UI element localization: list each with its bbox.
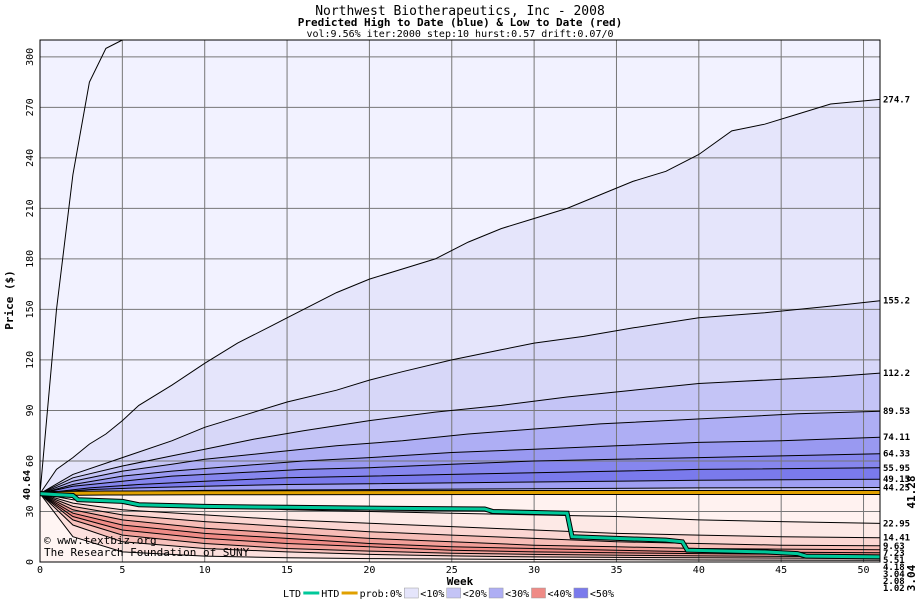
y-tick-label: 180 xyxy=(25,250,36,268)
legend-swatch xyxy=(531,587,546,599)
x-tick-label: 0 xyxy=(37,565,43,576)
right-band-label: 155.2 xyxy=(883,297,910,307)
credit-org: The Research Foundation of SUNY xyxy=(44,546,250,559)
right-band-label: 89.53 xyxy=(883,407,910,417)
ltd-band-0pct xyxy=(40,493,880,562)
legend-swatch xyxy=(573,587,589,599)
x-tick-label: 25 xyxy=(446,565,458,576)
legend-item-label: <50% xyxy=(590,589,614,600)
x-tick-label: 20 xyxy=(363,565,375,576)
axis-ticks: 0 5 10 15 20 25 30 35 40 45 50 0 30 60 90 120 150 180 210 2… xyxy=(25,48,870,576)
htd-line-max xyxy=(39,39,123,494)
ltd-line-30pct xyxy=(39,493,881,556)
htd-line-60pct xyxy=(39,467,881,495)
right-band-label: 274.7 xyxy=(883,95,910,105)
y-tick-label: 270 xyxy=(25,98,36,116)
right-band-label: 7.23 xyxy=(883,549,905,559)
legend-item-label: <40% xyxy=(548,589,572,600)
y-tick-label: 300 xyxy=(25,48,36,66)
ltd-line-20pct xyxy=(39,493,881,558)
legend-swatch xyxy=(446,587,461,599)
legend-swatch xyxy=(404,587,419,599)
x-tick-label: 50 xyxy=(858,565,870,576)
htd-line-20pct xyxy=(39,372,881,495)
x-axis-label: Week xyxy=(447,575,474,588)
right-band-label: 64.33 xyxy=(883,450,910,460)
right-band-label: 3.04 xyxy=(883,570,905,580)
ltd-line-10pct xyxy=(39,493,881,559)
x-tick-label: 45 xyxy=(775,565,787,576)
legend-item-label: <30% xyxy=(505,589,529,600)
ltd-end-label: 3.04 xyxy=(905,564,918,591)
x-tick-label: 30 xyxy=(528,565,540,576)
y-tick-label: 90 xyxy=(25,404,36,416)
right-band-label: 44.25 xyxy=(883,483,910,493)
right-band-label: 112.2 xyxy=(883,369,910,379)
ltd-series xyxy=(39,492,881,559)
x-tick-label: 10 xyxy=(199,565,211,576)
chart-title: Northwest Biotherapeutics, Inc - 2008 xyxy=(315,4,605,19)
chart-params: vol:9.56% iter:2000 step:10 hurst:0.57 d… xyxy=(306,29,613,40)
right-band-label: 55.95 xyxy=(883,464,910,474)
legend-item-label: LTD xyxy=(283,589,301,600)
plot-frame xyxy=(39,39,881,563)
right-band-label: 9.63 xyxy=(883,542,905,552)
chart-subtitle: Predicted High to Date (blue) & Low to D… xyxy=(298,16,623,29)
right-band-label: 5.51 xyxy=(883,556,905,566)
htd-line-70pct xyxy=(39,478,881,495)
right-band-label: 2.08 xyxy=(883,577,905,587)
y-tick-label: 30 xyxy=(25,505,36,517)
htd-line-30pct xyxy=(39,410,881,495)
y-tick-label: 120 xyxy=(25,351,36,369)
ltd-line-0pct xyxy=(39,493,881,561)
legend-swatch xyxy=(488,587,504,599)
htd-line-0pct xyxy=(39,98,881,494)
right-band-label: 22.95 xyxy=(883,519,910,529)
right-band-label: 4.18 xyxy=(883,563,905,573)
series-lines xyxy=(39,39,881,561)
htd-line-40pct xyxy=(39,436,881,495)
x-tick-label: 15 xyxy=(281,565,293,576)
right-band-label: 74.11 xyxy=(883,433,910,443)
right-labels: 274.7 155.2 112.2 89.53 74.11 64.33 55.9549.15… xyxy=(883,95,910,593)
legend-item-label: prob:0% xyxy=(360,589,402,600)
y-axis-label: Price ($) xyxy=(3,270,16,330)
htd-series xyxy=(39,491,880,496)
y-tick-label: 150 xyxy=(25,300,36,318)
credit-site: © www.textbiz.org xyxy=(44,534,157,547)
ltd-line-50pct xyxy=(39,493,881,551)
start-price-label: 40.64 xyxy=(22,470,33,500)
htd-end-label: 41.28 xyxy=(905,475,918,508)
htd-line-10pct xyxy=(39,300,881,495)
band-areas xyxy=(40,40,880,562)
legend-item-label: HTD xyxy=(321,589,339,600)
x-tick-label: 40 xyxy=(693,565,705,576)
right-band-label: 49.15 xyxy=(883,475,910,485)
right-band-label: 1.02 xyxy=(883,584,905,594)
y-tick-label: 60 xyxy=(25,455,36,467)
ltd-line-70pct xyxy=(39,493,881,539)
y-tick-label: 210 xyxy=(25,199,36,217)
y-tick-label: 0 xyxy=(25,559,36,565)
x-tick-label: 5 xyxy=(119,565,125,576)
legend: LTD HTD prob:0% <10% <20% <30% <40% <50% xyxy=(283,587,614,600)
ltd-line-40pct xyxy=(39,493,881,554)
y-tick-label: 240 xyxy=(25,149,36,167)
x-tick-label: 35 xyxy=(610,565,622,576)
legend-item-label: <20% xyxy=(463,589,487,600)
ltd-band-30pct xyxy=(40,493,880,562)
legend-item-label: <10% xyxy=(420,589,444,600)
htd-line-50pct xyxy=(39,453,881,495)
right-band-label: 14.41 xyxy=(883,534,910,544)
ltd-line-60pct xyxy=(39,493,881,547)
